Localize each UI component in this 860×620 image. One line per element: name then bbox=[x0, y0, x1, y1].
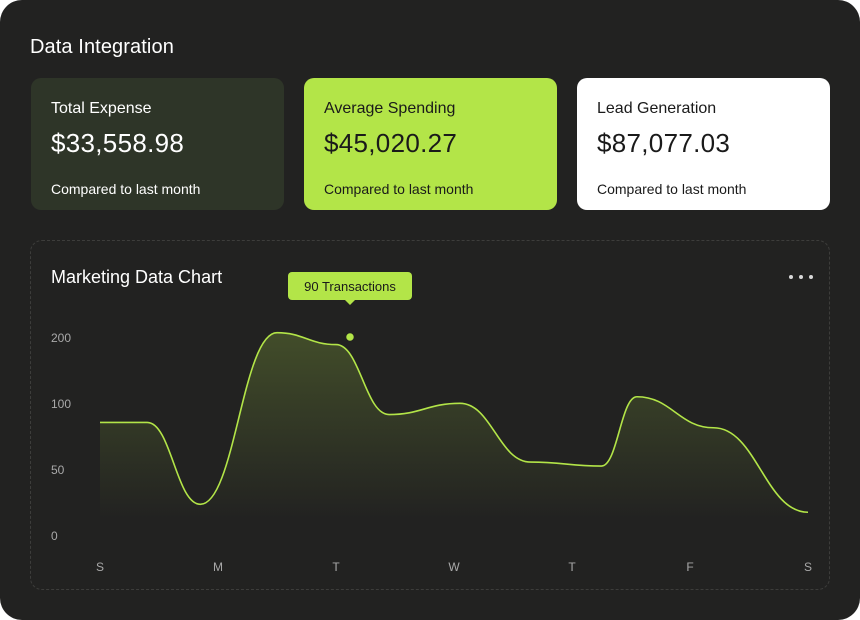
chart-title: Marketing Data Chart bbox=[51, 267, 223, 287]
lead-generation-card[interactable]: Lead Generation $87,077.03 Compared to l… bbox=[577, 78, 830, 210]
total-expense-card[interactable]: Total Expense $33,558.98 Compared to las… bbox=[31, 78, 284, 210]
card-label: Average Spending bbox=[324, 100, 456, 117]
x-tick-label: S bbox=[804, 560, 812, 574]
card-note: Compared to last month bbox=[324, 181, 474, 197]
chart-area-fill bbox=[100, 332, 808, 519]
average-spending-card[interactable]: Average Spending $45,020.27 Compared to … bbox=[304, 78, 557, 210]
x-tick-label: T bbox=[332, 560, 340, 574]
card-note: Compared to last month bbox=[51, 181, 201, 197]
x-tick-label: F bbox=[686, 560, 693, 574]
highlight-point bbox=[344, 331, 356, 343]
card-value: $45,020.27 bbox=[324, 128, 458, 158]
x-tick-label: T bbox=[568, 560, 576, 574]
y-tick-label: 100 bbox=[51, 397, 71, 411]
y-tick-label: 0 bbox=[51, 529, 58, 543]
card-note: Compared to last month bbox=[597, 181, 747, 197]
marketing-chart-panel: 0 50 100 200 S M T W T F S 90 Transactions Marketin… bbox=[30, 240, 830, 590]
marketing-data-chart: 0 50 100 200 S M T W T F S 90 Transactions bbox=[51, 272, 812, 574]
card-label: Total Expense bbox=[51, 100, 152, 117]
tooltip-box bbox=[288, 272, 412, 300]
card-value: $33,558.98 bbox=[51, 128, 185, 158]
tooltip-label: 90 Transactions bbox=[304, 279, 396, 294]
page-title: Data Integration bbox=[30, 36, 174, 58]
x-tick-label: S bbox=[96, 560, 104, 574]
y-tick-label: 200 bbox=[51, 331, 71, 345]
series-line bbox=[99, 331, 809, 514]
x-tick-label: W bbox=[448, 560, 460, 574]
y-tick-label: 50 bbox=[51, 463, 65, 477]
card-label: Lead Generation bbox=[597, 100, 717, 117]
more-options-icon[interactable] bbox=[789, 271, 813, 283]
tooltip-pointer bbox=[345, 300, 355, 305]
x-tick-label: M bbox=[213, 560, 223, 574]
card-value: $87,077.03 bbox=[597, 128, 731, 158]
